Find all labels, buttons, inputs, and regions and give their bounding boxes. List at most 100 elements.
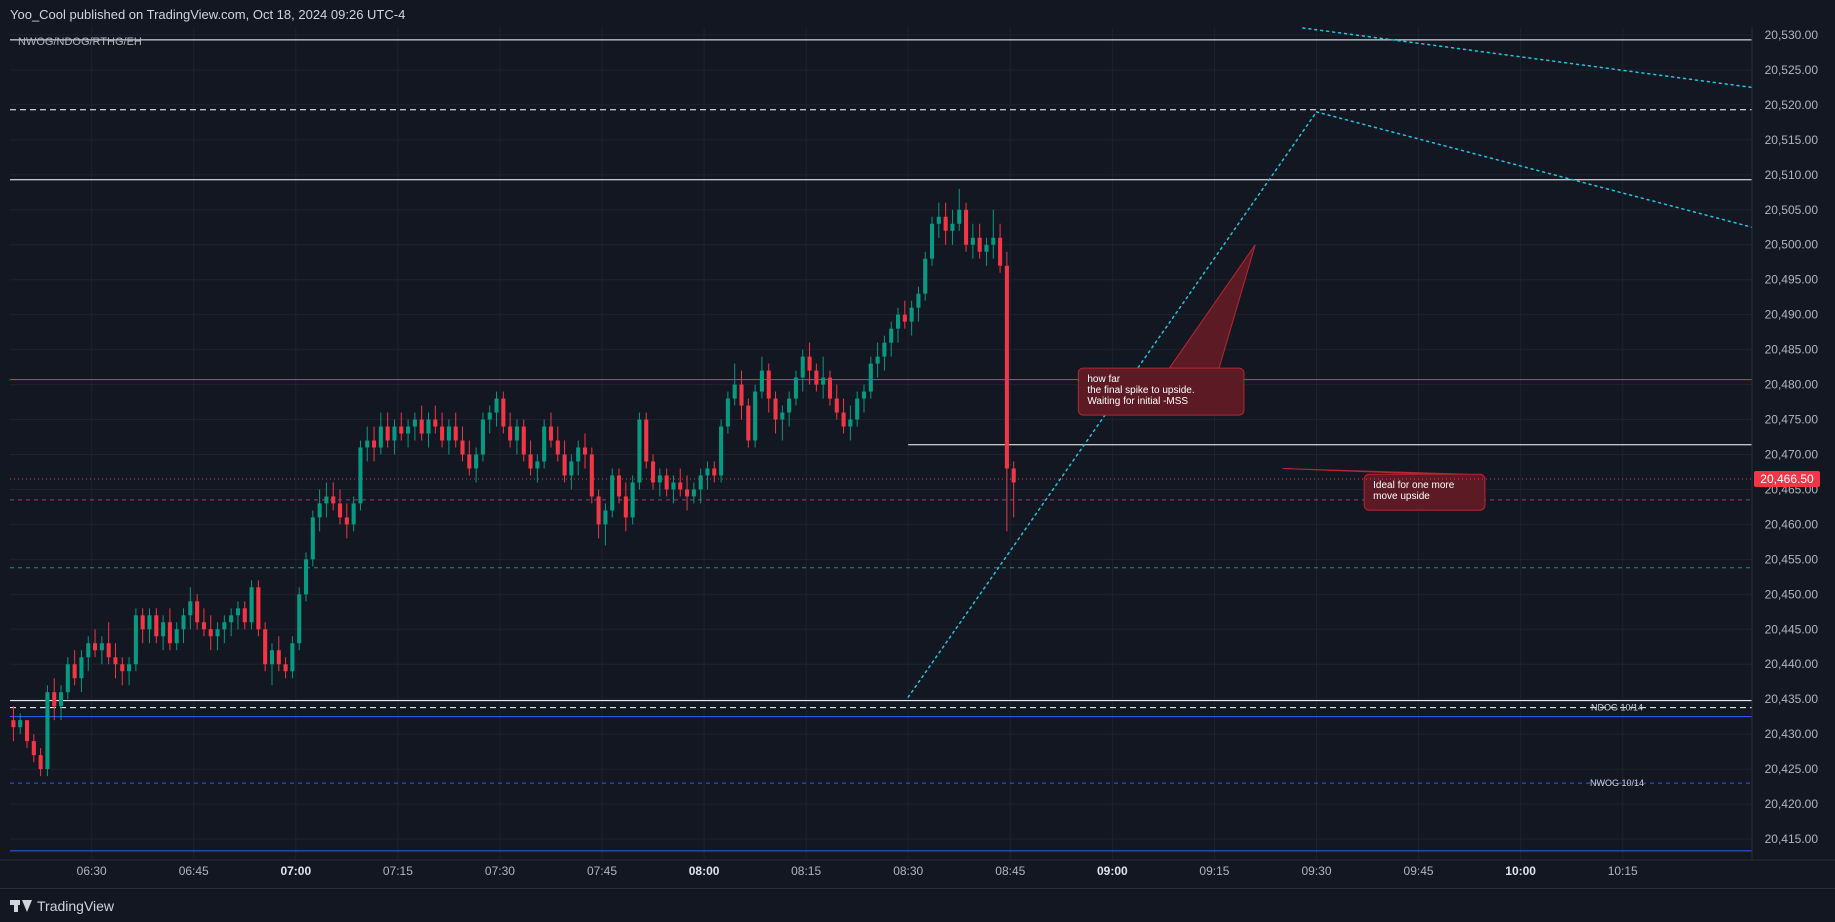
candle [460,440,465,455]
candle [889,328,894,343]
candle [603,510,608,525]
candle [467,454,472,469]
candle [943,216,948,231]
candle [569,461,574,476]
candle [562,454,567,476]
candle [521,426,526,455]
price-tick-label: 20,490.00 [1765,308,1819,322]
candles [11,188,1016,777]
candle [950,223,955,231]
candle [957,209,962,224]
candle [24,720,30,742]
candle [712,468,717,476]
level-label: NWOG 10/14 [1590,778,1644,788]
annotation-box [1363,473,1486,511]
candle [589,454,594,497]
last-price-label: 20,466.50 [1760,472,1814,486]
candle [916,293,921,308]
candle [1004,265,1009,469]
candle [902,314,907,322]
candle [147,615,152,630]
time-tick-label: 09:15 [1199,864,1229,878]
candle [154,615,159,637]
candle [365,440,370,448]
tradingview-logo-icon [10,899,32,913]
annotation-text: Waiting for initial -MSS [1087,396,1188,407]
candle [45,692,50,770]
candle [372,440,377,448]
price-tick-label: 20,430.00 [1765,727,1819,741]
time-tick-label: 06:45 [179,864,209,878]
candle [269,650,275,665]
candle [759,370,764,392]
indicator-label: NWOG/NDOG/RTHG/EH [18,36,142,48]
annotation-text: Ideal for one more [1373,480,1455,491]
price-tick-label: 20,445.00 [1765,622,1819,636]
candle [698,475,703,490]
price-tick-label: 20,415.00 [1765,832,1819,846]
price-axis: 20,415.00 20,420.00 20,425.00 20,430.00 20,4… [10,28,1835,860]
candle [242,608,247,623]
candle [337,503,343,518]
candle [964,209,969,245]
price-tick-label: 20,435.00 [1765,692,1819,706]
brand-name: TradingView [37,897,115,914]
candle [895,314,901,329]
candle [678,482,683,490]
candle [834,398,839,413]
candle [440,426,445,441]
price-axis-bg [1752,28,1835,860]
candle [188,601,193,616]
chart-area[interactable] [0,28,1752,888]
price-tick-label: 20,510.00 [1765,168,1819,182]
candle [72,664,77,679]
candle [977,237,982,252]
candle [732,384,737,399]
candle [936,216,941,224]
candle [65,664,70,693]
candle [1011,468,1016,483]
candle [127,664,132,672]
candle [494,398,499,413]
candle [753,391,758,441]
candle [79,657,84,679]
projection-line [907,111,1318,698]
candle [256,587,261,630]
candle [691,489,696,497]
candle [406,426,411,434]
candle [535,461,540,469]
candle [11,720,16,728]
candle [793,377,798,399]
price-tick-label: 20,425.00 [1765,762,1819,776]
candle [385,426,390,441]
candle [555,440,560,455]
candle [317,503,322,518]
candle [766,370,771,399]
price-tick-label: 20,480.00 [1765,378,1819,392]
price-tick-label: 20,515.00 [1765,133,1819,147]
candle [474,454,479,469]
candle [263,629,268,665]
annotation-text: the final spike to upside. [1087,385,1194,396]
candle [31,741,36,756]
candle [991,237,996,245]
candle [623,496,628,518]
candle [290,643,295,672]
candle [875,356,880,364]
price-tick-label: 20,455.00 [1765,552,1819,566]
price-tick-label: 20,525.00 [1765,63,1819,77]
time-axis-bg [0,860,1835,888]
candle [351,503,356,525]
candle [120,664,125,672]
candle [576,447,581,462]
candle [827,377,833,399]
tradingview-logo[interactable]: TradingView [0,898,114,914]
candle [208,629,213,637]
candle [426,419,431,434]
candle [392,426,397,441]
price-tick-label: 20,530.00 [1765,28,1819,42]
candle [548,426,554,441]
candle [841,412,846,427]
candle [746,405,751,441]
